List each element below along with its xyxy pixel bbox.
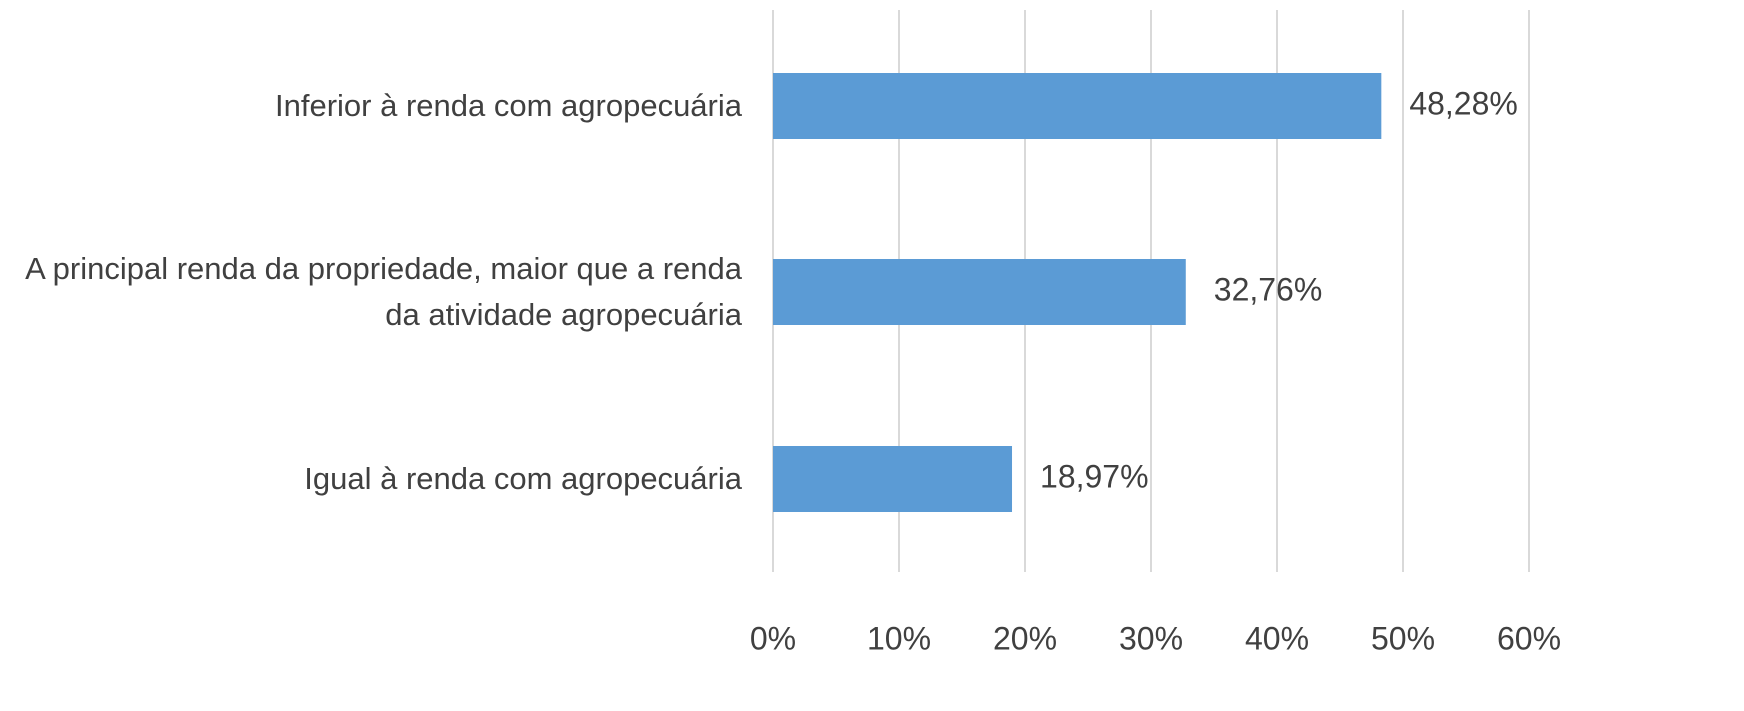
- x-tick-label: 20%: [993, 620, 1057, 656]
- bar: [773, 259, 1186, 325]
- data-label: 18,97%: [1040, 458, 1149, 494]
- bar: [773, 446, 1013, 512]
- data-label: 32,76%: [1214, 271, 1323, 307]
- category-label: Inferior à renda com agropecuária: [275, 88, 742, 123]
- x-tick-label: 10%: [867, 620, 931, 656]
- x-tick-label: 60%: [1497, 620, 1561, 656]
- x-tick-label: 30%: [1119, 620, 1183, 656]
- category-label: Igual à renda com agropecuária: [304, 461, 742, 496]
- bar: [773, 73, 1382, 139]
- x-tick-label: 0%: [750, 620, 796, 656]
- category-label: A principal renda da propriedade, maior …: [25, 251, 742, 332]
- x-tick-label: 50%: [1371, 620, 1435, 656]
- data-label: 48,28%: [1409, 85, 1518, 121]
- x-tick-label: 40%: [1245, 620, 1309, 656]
